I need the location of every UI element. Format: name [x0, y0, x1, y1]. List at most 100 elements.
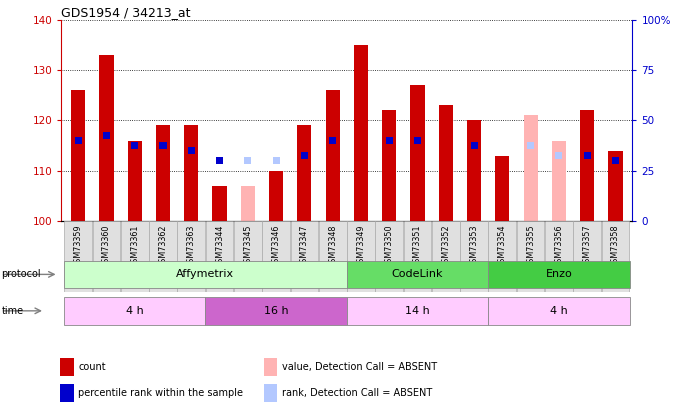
Bar	[319, 221, 347, 292]
Bar	[61, 358, 73, 376]
Bar	[488, 297, 630, 324]
Text: percentile rank within the sample: percentile rank within the sample	[78, 388, 243, 398]
Text: GSM73348: GSM73348	[328, 224, 337, 268]
Bar	[347, 261, 488, 288]
Text: CodeLink: CodeLink	[392, 269, 443, 279]
Text: GSM73354: GSM73354	[498, 224, 507, 268]
Text: 4 h: 4 h	[550, 306, 568, 316]
Bar	[188, 147, 194, 154]
Text: GSM73357: GSM73357	[583, 224, 592, 268]
Bar	[99, 55, 114, 221]
Text: GSM73350: GSM73350	[385, 224, 394, 268]
Bar	[205, 297, 347, 324]
Bar	[545, 221, 573, 292]
Bar	[382, 111, 396, 221]
Bar	[386, 137, 393, 144]
Text: 4 h: 4 h	[126, 306, 143, 316]
Bar	[354, 45, 368, 221]
Text: protocol: protocol	[1, 269, 41, 279]
Bar	[103, 132, 110, 139]
Bar	[212, 185, 226, 221]
Bar	[527, 142, 534, 149]
Bar	[347, 297, 488, 324]
Bar	[551, 141, 566, 221]
Bar	[495, 156, 509, 221]
Text: GSM73355: GSM73355	[526, 224, 535, 268]
Bar	[264, 358, 277, 376]
Bar	[269, 171, 283, 221]
Bar	[273, 157, 279, 164]
Bar	[375, 221, 403, 292]
Bar	[92, 221, 120, 292]
Text: GSM73362: GSM73362	[158, 224, 167, 268]
Bar	[612, 157, 619, 164]
Bar	[404, 221, 431, 292]
Bar	[156, 126, 170, 221]
Bar	[414, 137, 421, 144]
Text: GSM73346: GSM73346	[271, 224, 281, 268]
Text: GSM73344: GSM73344	[215, 224, 224, 268]
Bar	[264, 384, 277, 403]
Bar	[273, 157, 279, 164]
Bar	[149, 221, 177, 292]
Bar	[488, 221, 516, 292]
Text: GSM73352: GSM73352	[441, 224, 450, 268]
Bar	[460, 221, 488, 292]
Bar	[75, 137, 82, 144]
Bar	[71, 90, 85, 221]
Text: time: time	[1, 306, 24, 316]
Bar	[241, 185, 255, 221]
Bar	[583, 152, 591, 159]
Bar	[439, 105, 453, 221]
Text: GSM73361: GSM73361	[131, 224, 139, 268]
Bar	[128, 141, 142, 221]
Bar	[432, 221, 460, 292]
Text: GSM73351: GSM73351	[413, 224, 422, 268]
Bar	[467, 121, 481, 221]
Text: GDS1954 / 34213_at: GDS1954 / 34213_at	[61, 6, 190, 19]
Bar	[216, 157, 223, 164]
Bar	[64, 261, 347, 288]
Text: 16 h: 16 h	[264, 306, 288, 316]
Bar	[524, 115, 538, 221]
Text: GSM73349: GSM73349	[356, 224, 365, 268]
Bar	[471, 142, 477, 149]
Bar	[609, 151, 622, 221]
Text: GSM73363: GSM73363	[187, 224, 196, 268]
Bar	[297, 126, 311, 221]
Text: Affymetrix: Affymetrix	[176, 269, 235, 279]
Text: rank, Detection Call = ABSENT: rank, Detection Call = ABSENT	[282, 388, 432, 398]
Bar	[205, 221, 233, 292]
Text: GSM73360: GSM73360	[102, 224, 111, 268]
Bar	[326, 90, 340, 221]
Bar	[347, 221, 375, 292]
Bar	[290, 221, 318, 292]
Bar	[177, 221, 205, 292]
Bar	[64, 297, 205, 324]
Text: GSM73356: GSM73356	[554, 224, 563, 268]
Bar	[580, 111, 594, 221]
Bar	[184, 126, 199, 221]
Text: GSM73358: GSM73358	[611, 224, 620, 268]
Bar	[61, 384, 73, 403]
Bar	[131, 142, 138, 149]
Bar	[301, 152, 308, 159]
Text: value, Detection Call = ABSENT: value, Detection Call = ABSENT	[282, 362, 437, 372]
Bar	[160, 142, 167, 149]
Text: GSM73353: GSM73353	[470, 224, 479, 268]
Bar	[517, 221, 545, 292]
Text: GSM73359: GSM73359	[73, 224, 83, 268]
Text: Enzo: Enzo	[545, 269, 573, 279]
Bar	[329, 137, 336, 144]
Bar	[65, 221, 92, 292]
Text: GSM73345: GSM73345	[243, 224, 252, 268]
Bar	[234, 221, 262, 292]
Bar	[411, 85, 424, 221]
Bar	[244, 157, 252, 164]
Bar	[121, 221, 148, 292]
Bar	[262, 221, 290, 292]
Bar	[573, 221, 601, 292]
Text: count: count	[78, 362, 106, 372]
Text: 14 h: 14 h	[405, 306, 430, 316]
Bar	[488, 261, 630, 288]
